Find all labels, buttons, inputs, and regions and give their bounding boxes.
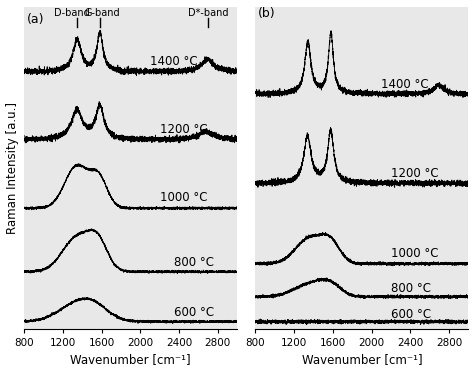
Text: (b): (b) <box>258 7 276 20</box>
X-axis label: Wavenumber [cm⁻¹]: Wavenumber [cm⁻¹] <box>301 353 422 366</box>
Text: 1000 °C: 1000 °C <box>160 190 207 203</box>
Text: 1200 °C: 1200 °C <box>391 167 438 180</box>
Text: 600 °C: 600 °C <box>174 306 214 319</box>
Text: D-band: D-band <box>54 7 90 17</box>
Text: 1200 °C: 1200 °C <box>160 124 207 137</box>
Y-axis label: Raman Intensity [a.u.]: Raman Intensity [a.u.] <box>6 102 18 234</box>
Text: D*-band: D*-band <box>188 7 228 17</box>
Text: 1400 °C: 1400 °C <box>150 55 198 68</box>
X-axis label: Wavenumber [cm⁻¹]: Wavenumber [cm⁻¹] <box>70 353 191 366</box>
Text: 1000 °C: 1000 °C <box>391 247 438 260</box>
Text: G-band: G-band <box>85 7 120 17</box>
Text: 600 °C: 600 °C <box>391 308 431 321</box>
Text: 1400 °C: 1400 °C <box>381 78 429 90</box>
Text: 800 °C: 800 °C <box>391 282 431 295</box>
Text: (a): (a) <box>27 13 45 26</box>
Text: 800 °C: 800 °C <box>174 256 214 269</box>
